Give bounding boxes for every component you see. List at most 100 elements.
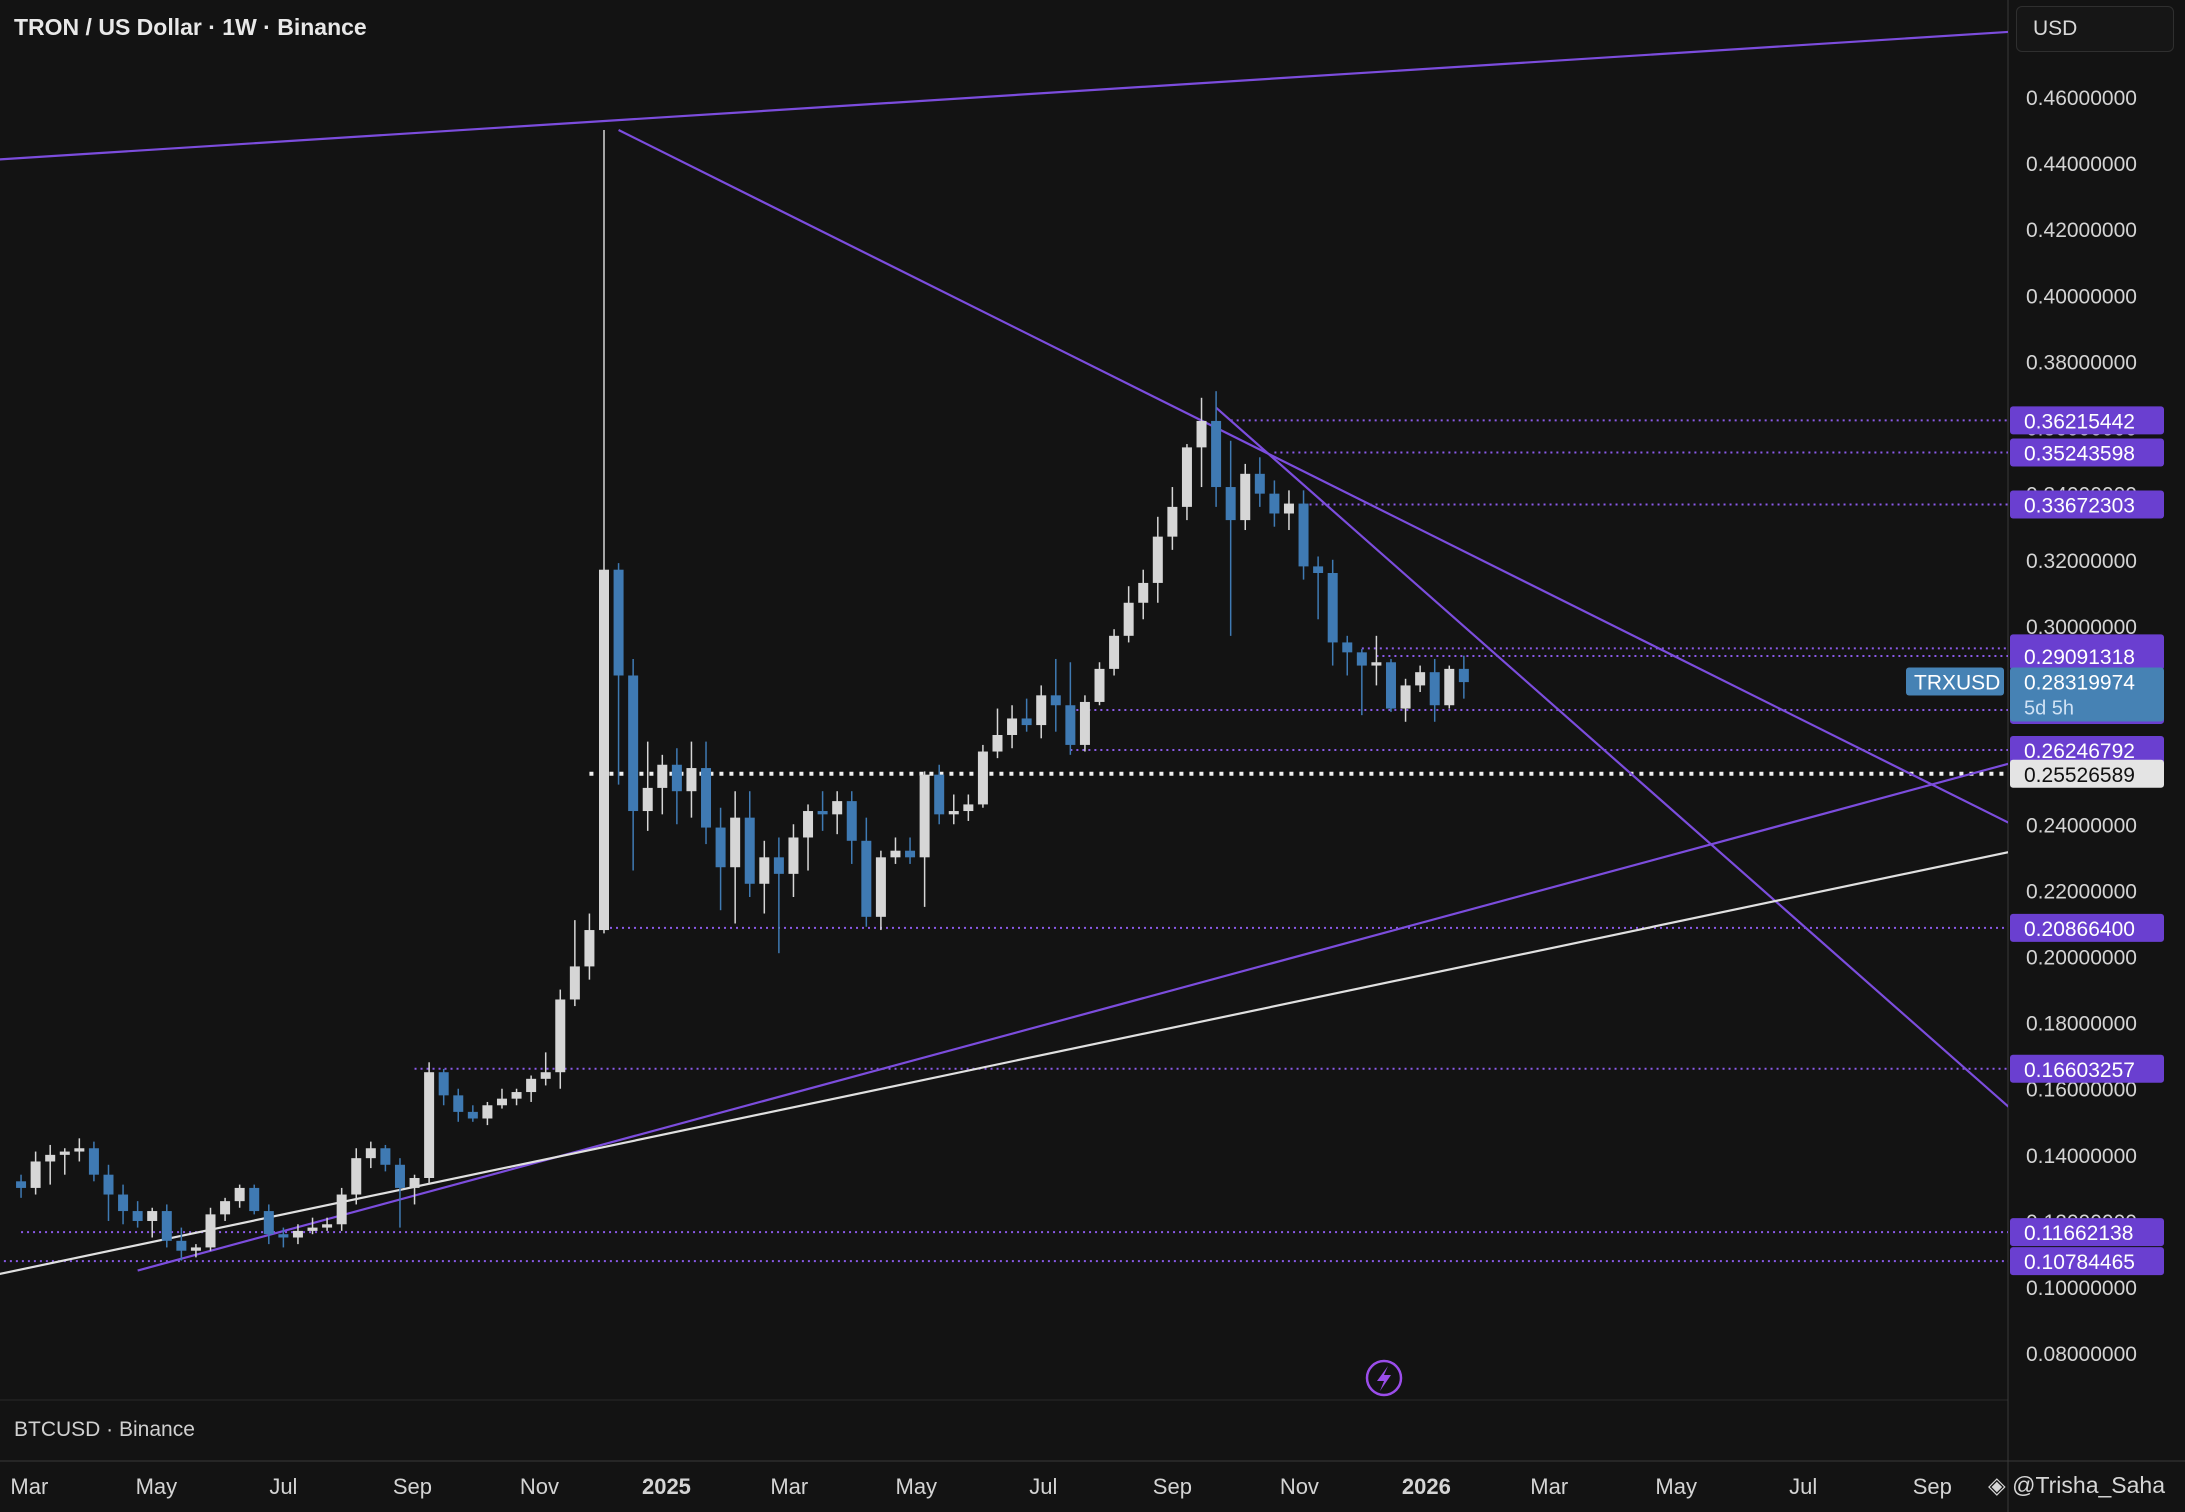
candle[interactable] bbox=[788, 824, 799, 897]
candle[interactable] bbox=[1007, 705, 1018, 749]
candle[interactable] bbox=[220, 1197, 231, 1221]
candle[interactable] bbox=[453, 1088, 464, 1122]
candle[interactable] bbox=[205, 1207, 216, 1251]
candle[interactable] bbox=[1327, 559, 1338, 666]
candle[interactable] bbox=[1385, 658, 1396, 712]
candle[interactable] bbox=[322, 1217, 333, 1231]
candle[interactable] bbox=[1109, 629, 1120, 676]
candle[interactable] bbox=[803, 804, 814, 871]
candle[interactable] bbox=[832, 791, 843, 835]
trendline-down-from-ath[interactable] bbox=[618, 129, 2078, 857]
candle[interactable] bbox=[118, 1184, 129, 1225]
candle[interactable] bbox=[1094, 662, 1105, 706]
candle[interactable] bbox=[336, 1187, 347, 1231]
candle[interactable] bbox=[394, 1158, 405, 1228]
candle[interactable] bbox=[934, 764, 945, 825]
candle[interactable] bbox=[686, 741, 697, 818]
candle[interactable] bbox=[861, 817, 872, 927]
candle[interactable] bbox=[365, 1141, 376, 1169]
candle[interactable] bbox=[132, 1201, 143, 1228]
candle[interactable] bbox=[759, 840, 770, 914]
candle[interactable] bbox=[1181, 444, 1192, 521]
candle[interactable] bbox=[1138, 569, 1149, 620]
candle[interactable] bbox=[773, 837, 784, 954]
candle[interactable] bbox=[103, 1164, 114, 1221]
candle[interactable] bbox=[16, 1174, 27, 1198]
candle[interactable] bbox=[905, 837, 916, 864]
candle[interactable] bbox=[1240, 463, 1251, 531]
candle[interactable] bbox=[1298, 490, 1309, 580]
candle[interactable] bbox=[380, 1144, 391, 1172]
candle[interactable] bbox=[1123, 586, 1134, 643]
candle[interactable] bbox=[74, 1138, 85, 1162]
candle[interactable] bbox=[599, 130, 609, 934]
candle[interactable] bbox=[1269, 480, 1280, 527]
candle[interactable] bbox=[890, 837, 901, 864]
candle[interactable] bbox=[919, 771, 930, 907]
candle[interactable] bbox=[467, 1105, 478, 1122]
candle[interactable] bbox=[351, 1148, 362, 1205]
candle[interactable] bbox=[1254, 457, 1265, 507]
candle[interactable] bbox=[613, 563, 624, 785]
candle[interactable] bbox=[1371, 635, 1382, 686]
candle[interactable] bbox=[278, 1227, 289, 1248]
candle[interactable] bbox=[948, 794, 959, 825]
candle[interactable] bbox=[496, 1088, 507, 1109]
candle[interactable] bbox=[1225, 440, 1236, 636]
candle[interactable] bbox=[409, 1174, 420, 1205]
candle[interactable] bbox=[1065, 662, 1076, 755]
candle[interactable] bbox=[671, 748, 682, 825]
candle[interactable] bbox=[846, 791, 857, 864]
trendline-support-purple[interactable] bbox=[137, 745, 2078, 1272]
candle[interactable] bbox=[45, 1144, 56, 1185]
candle[interactable] bbox=[1211, 391, 1222, 507]
candle[interactable] bbox=[540, 1052, 551, 1086]
candle[interactable] bbox=[1313, 556, 1324, 620]
candle[interactable] bbox=[1079, 695, 1090, 752]
candle[interactable] bbox=[88, 1141, 99, 1182]
candle[interactable] bbox=[59, 1148, 70, 1175]
candle[interactable] bbox=[992, 708, 1003, 759]
candle[interactable] bbox=[482, 1101, 493, 1126]
candle[interactable] bbox=[1458, 655, 1469, 699]
candle[interactable] bbox=[1050, 658, 1061, 732]
candle[interactable] bbox=[424, 1062, 435, 1185]
currency-selector[interactable]: USD bbox=[2016, 6, 2174, 52]
candle[interactable] bbox=[1444, 665, 1455, 709]
lightning-icon[interactable] bbox=[1365, 1359, 1403, 1397]
candle[interactable] bbox=[1342, 635, 1353, 676]
candle[interactable] bbox=[555, 989, 566, 1089]
candle[interactable] bbox=[526, 1075, 537, 1102]
candle[interactable] bbox=[30, 1151, 41, 1195]
candle[interactable] bbox=[1429, 658, 1440, 722]
candle[interactable] bbox=[628, 658, 639, 871]
candle[interactable] bbox=[1021, 698, 1032, 732]
candle[interactable] bbox=[511, 1088, 522, 1106]
candle[interactable] bbox=[147, 1207, 158, 1238]
candle[interactable] bbox=[292, 1224, 303, 1245]
candle[interactable] bbox=[817, 791, 828, 831]
candle[interactable] bbox=[263, 1204, 274, 1245]
candle[interactable] bbox=[875, 850, 886, 931]
candle[interactable] bbox=[730, 791, 741, 924]
candle[interactable] bbox=[1196, 397, 1207, 488]
candle[interactable] bbox=[642, 741, 653, 831]
candle[interactable] bbox=[176, 1227, 187, 1261]
candle[interactable] bbox=[249, 1184, 260, 1215]
candle[interactable] bbox=[190, 1244, 201, 1258]
candle[interactable] bbox=[977, 744, 988, 808]
candle[interactable] bbox=[1283, 490, 1294, 531]
candle[interactable] bbox=[1036, 685, 1047, 739]
candle[interactable] bbox=[963, 794, 974, 821]
candle[interactable] bbox=[1415, 665, 1426, 693]
candle[interactable] bbox=[234, 1184, 245, 1208]
candle[interactable] bbox=[1400, 678, 1411, 722]
candle[interactable] bbox=[1356, 649, 1367, 716]
candle[interactable] bbox=[584, 913, 595, 980]
candle[interactable] bbox=[657, 754, 668, 815]
candle[interactable] bbox=[307, 1217, 318, 1235]
candle[interactable] bbox=[438, 1068, 449, 1106]
trendline-resistance-top[interactable] bbox=[0, 28, 2078, 167]
candle[interactable] bbox=[569, 920, 580, 1007]
